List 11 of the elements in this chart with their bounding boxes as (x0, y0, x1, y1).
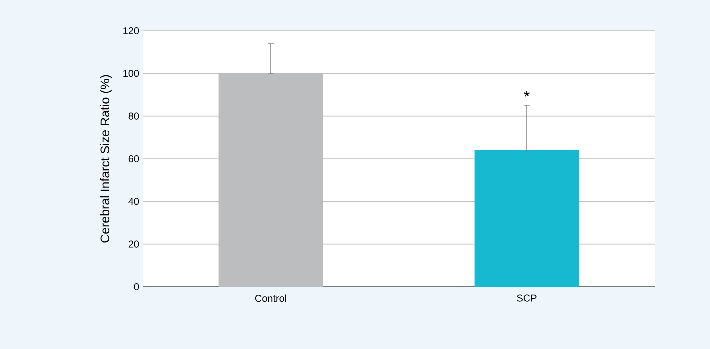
y-tick-label: 0 (134, 283, 140, 291)
y-tick-label: 40 (128, 198, 140, 206)
y-axis-title: Cerebral Infarct Size Ratio (%) (100, 75, 112, 243)
annotation: * (524, 91, 530, 97)
x-tick-label: Control (255, 294, 286, 302)
y-tick-label: 120 (124, 27, 140, 35)
x-tick-label: SCP (517, 294, 537, 302)
y-tick-label: 80 (128, 112, 140, 120)
y-tick-label: 60 (128, 155, 140, 163)
y-tick-label: 20 (128, 240, 140, 248)
y-tick-label: 100 (124, 70, 140, 78)
